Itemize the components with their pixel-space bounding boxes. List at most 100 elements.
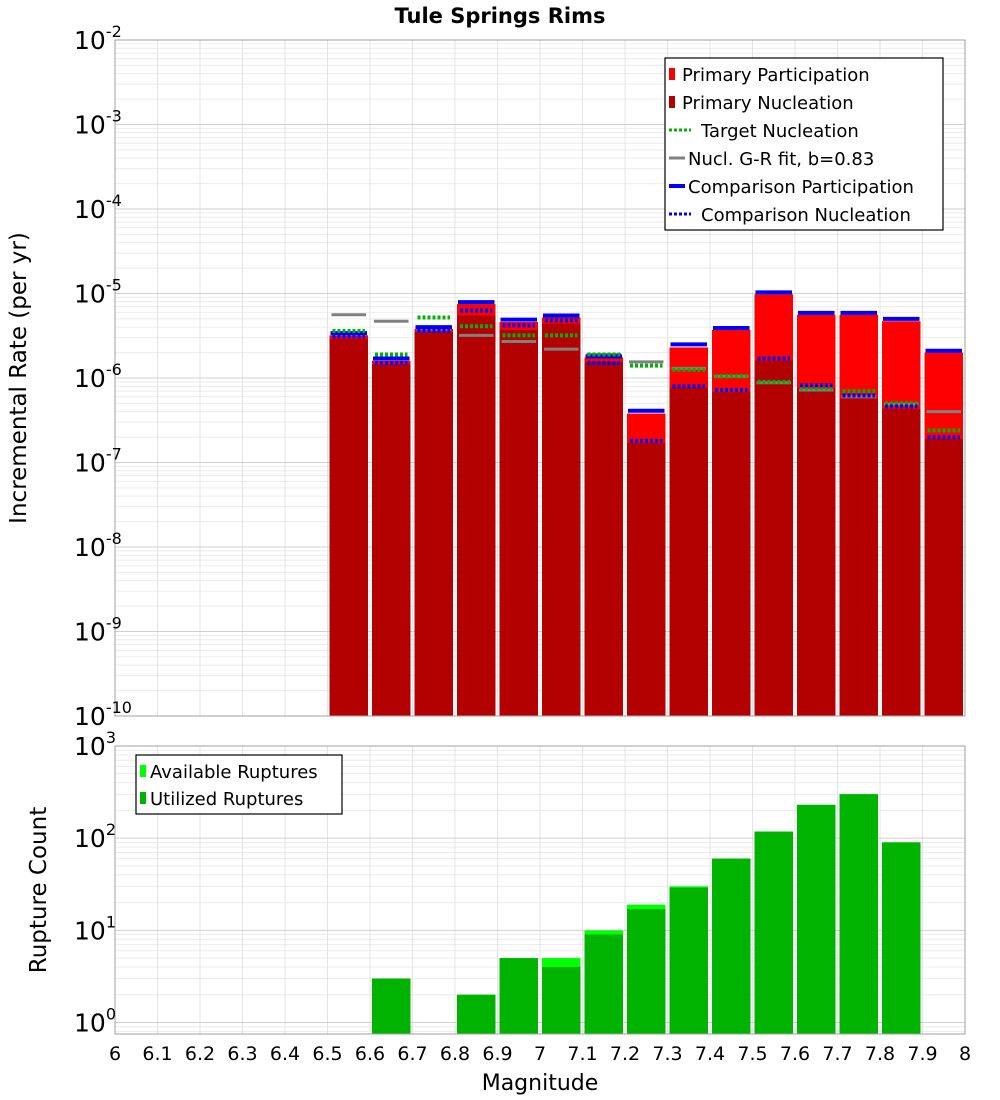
utilized-ruptures-bar (669, 887, 708, 1034)
y-tick-exponent: -7 (106, 445, 122, 464)
y-tick-exponent: -4 (106, 191, 122, 210)
utilized-ruptures-bar (712, 858, 751, 1034)
y-tick-label: 100 (74, 1004, 116, 1037)
primary-nucleation-bar (542, 323, 581, 716)
top-markers (330, 290, 962, 443)
y-tick-base: 10 (74, 533, 106, 562)
utilized-ruptures-bar (882, 842, 921, 1034)
x-tick-label: 6.7 (397, 1043, 427, 1065)
bottom-legend: Available Ruptures Utilized Ruptures (135, 754, 343, 815)
y-tick-label: 10-8 (74, 529, 122, 562)
y-tick-label: 101 (74, 912, 116, 945)
x-ticks: 6 6.1 6.2 6.3 6.4 6.5 6.6 6.7 6.8 6.9 7 7.1 7.2 7.3 7.… (109, 1043, 971, 1065)
legend-box (135, 754, 343, 815)
primary-nucleation-bar (329, 338, 368, 716)
y-axis-label: Incremental Rate (per yr) (6, 232, 32, 524)
y-tick-exponent: 1 (106, 912, 116, 931)
x-tick-label: 6.2 (185, 1043, 215, 1065)
x-tick-label: 7.3 (652, 1043, 682, 1065)
primary-nucleation-bar (797, 388, 836, 716)
y-tick-label: 10-10 (74, 698, 132, 731)
utilized-ruptures-bar (797, 804, 836, 1034)
primary-nucleation-bar (754, 360, 793, 716)
top-bars (329, 294, 963, 716)
plot-frame (114, 39, 966, 717)
bottom-bars (372, 794, 921, 1034)
legend-swatch (669, 68, 675, 80)
primary-nucleation-bar (924, 438, 963, 716)
y-tick-base: 10 (74, 364, 106, 393)
legend-label: Available Ruptures (150, 762, 318, 783)
legend-box (664, 57, 944, 231)
y-tick-exponent: -10 (106, 698, 132, 717)
y-tick-base: 10 (74, 26, 106, 55)
y-tick-base: 10 (74, 195, 106, 224)
utilized-ruptures-bar (457, 994, 496, 1034)
y-tick-label: 10-4 (74, 191, 122, 224)
y-tick-label: 10-3 (74, 107, 122, 140)
x-tick-label: 6.1 (142, 1043, 172, 1065)
primary-nucleation-bar (414, 332, 453, 716)
utilized-ruptures-bar (372, 978, 411, 1034)
y-tick-base: 10 (74, 732, 106, 761)
chart-title: Tule Springs Rims (395, 4, 606, 28)
legend-label: Primary Nucleation (682, 93, 854, 114)
utilized-ruptures-bar (542, 966, 581, 1034)
y-tick-base: 10 (74, 449, 106, 478)
legend-swatch (140, 792, 146, 804)
y-tick-label: 10-9 (74, 614, 122, 647)
top-legend: Primary Participation Primary Nucleation T… (664, 57, 944, 231)
legend-label: Nucl. G-R fit, b=0.83 (688, 149, 874, 170)
legend-swatch (669, 96, 675, 108)
y-tick-label: 10-6 (74, 360, 122, 393)
y-tick-base: 10 (74, 111, 106, 140)
x-tick-label: 6.5 (312, 1043, 342, 1065)
y-tick-exponent: -8 (106, 529, 122, 548)
x-tick-label: 6.3 (227, 1043, 257, 1065)
utilized-ruptures-bar (839, 794, 878, 1034)
primary-nucleation-bar (584, 361, 623, 716)
y-tick-exponent: 0 (106, 1004, 116, 1023)
y-tick-base: 10 (74, 824, 106, 853)
x-tick-label: 8 (959, 1043, 971, 1065)
y-tick-exponent: -9 (106, 614, 122, 633)
y-tick-label: 10-5 (74, 276, 122, 309)
legend-label: Comparison Nucleation (701, 205, 911, 226)
y-axis-label: Rupture Count (26, 807, 52, 973)
x-tick-label: 6.8 (440, 1043, 470, 1065)
y-tick-exponent: -6 (106, 360, 122, 379)
y-tick-exponent: 2 (106, 820, 116, 839)
legend-label: Utilized Ruptures (150, 789, 303, 810)
y-tick-label: 10-2 (74, 22, 122, 55)
x-tick-label: 7.6 (780, 1043, 810, 1065)
bottom-panel (114, 745, 966, 1035)
x-tick-label: 7 (534, 1043, 546, 1065)
y-tick-label: 103 (74, 728, 116, 761)
y-tick-exponent: -5 (106, 276, 122, 295)
utilized-ruptures-bar (584, 934, 623, 1034)
primary-nucleation-bar (457, 315, 496, 716)
y-tick-base: 10 (74, 618, 106, 647)
y-tick-base: 10 (74, 280, 106, 309)
y-tick-base: 10 (74, 702, 106, 731)
legend-label: Primary Participation (682, 65, 870, 86)
x-tick-label: 7.2 (610, 1043, 640, 1065)
x-tick-label: 6.6 (355, 1043, 385, 1065)
y-tick-label: 10-7 (74, 445, 122, 478)
y-tick-exponent: 3 (106, 728, 116, 747)
y-tick-base: 10 (74, 916, 106, 945)
y-tick-exponent: -2 (106, 22, 122, 41)
utilized-ruptures-bar (754, 831, 793, 1034)
x-tick-label: 7.5 (737, 1043, 767, 1065)
x-tick-label: 7.1 (567, 1043, 597, 1065)
x-tick-label: 6 (109, 1043, 121, 1065)
x-axis-label: Magnitude (482, 1071, 599, 1096)
utilized-ruptures-bar (627, 909, 666, 1034)
x-tick-label: 7.8 (865, 1043, 895, 1065)
primary-nucleation-bar (372, 364, 411, 716)
y-tick-label: 102 (74, 820, 116, 853)
x-tick-label: 7.7 (822, 1043, 852, 1065)
